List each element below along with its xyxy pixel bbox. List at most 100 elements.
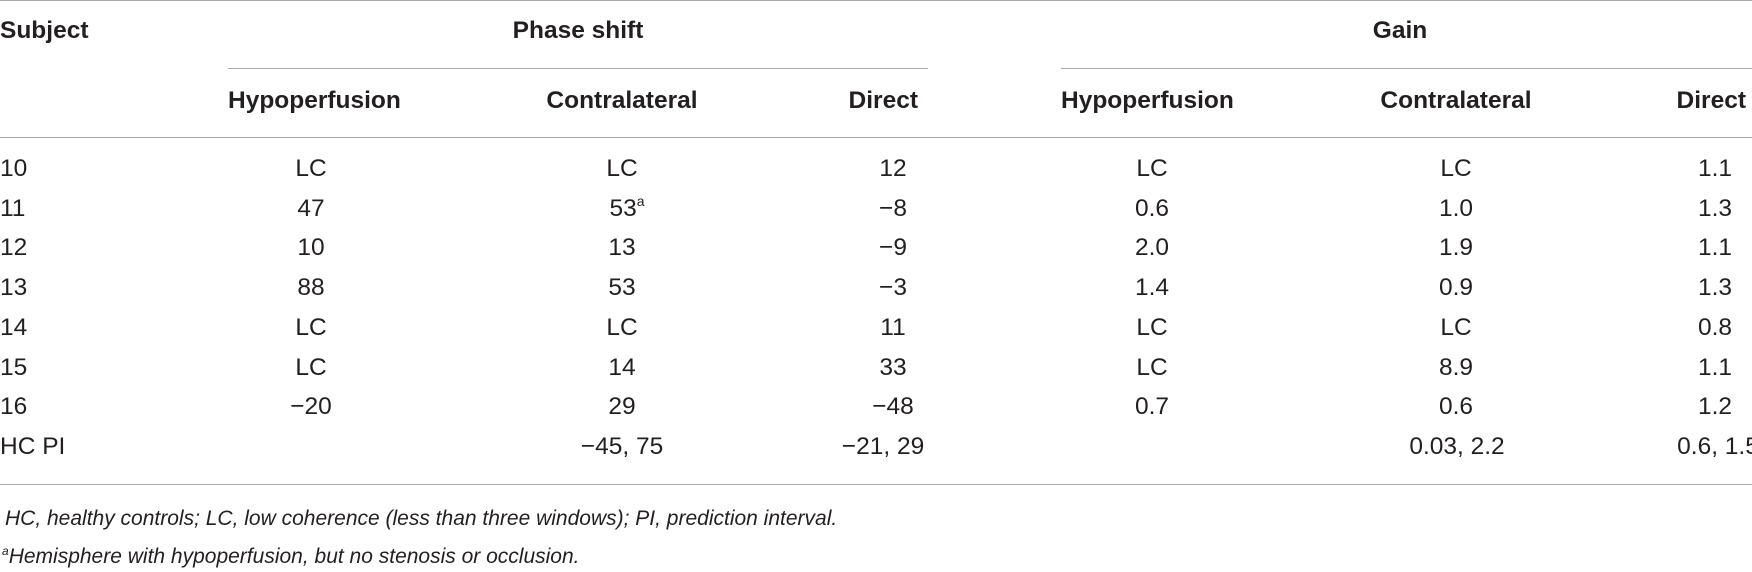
subject-cell: 14 xyxy=(0,314,28,341)
cell-phase-contralateral: 53 xyxy=(608,273,635,303)
cell-phase-hypoperfusion: LC xyxy=(295,154,326,184)
cell-gain-contralateral: LC xyxy=(1440,154,1471,184)
cell-phase-direct: 33 xyxy=(879,353,906,383)
cell-gain-contralateral: LC xyxy=(1440,313,1471,343)
cell-gain-contralateral: 8.9 xyxy=(1439,353,1473,383)
subject-cell: 13 xyxy=(0,274,28,301)
col-header-phase-contralateral: Contralateral xyxy=(546,87,698,114)
cell-phase-contralateral: 53a xyxy=(609,193,645,226)
cell-value: −45, 75 xyxy=(580,433,664,460)
col-header-phase-direct: Direct xyxy=(848,87,918,114)
cell-gain-contralateral: 1.9 xyxy=(1439,233,1473,263)
cell-phase-direct: 12 xyxy=(879,154,906,184)
cell-value: 1.2 xyxy=(1697,393,1733,420)
cell-value: 1.9 xyxy=(1438,234,1474,261)
cell-phase-direct: −21, 29 xyxy=(842,432,924,462)
table-top-rule xyxy=(0,0,1752,1)
cell-value: LC xyxy=(1136,314,1168,341)
cell-value: 47 xyxy=(297,195,325,222)
cell-phase-hypoperfusion: LC xyxy=(295,353,326,383)
cell-gain-hypoperfusion: 2.0 xyxy=(1135,233,1169,263)
cell-value: −8 xyxy=(879,195,907,222)
cell-phase-contralateral: 13 xyxy=(608,233,635,263)
cell-value: 13 xyxy=(608,234,636,261)
footnote-mark: a xyxy=(636,193,645,209)
cell-gain-hypoperfusion: LC xyxy=(1136,313,1167,343)
cell-gain-hypoperfusion: 0.6 xyxy=(1135,194,1169,224)
cell-gain-direct: 1.1 xyxy=(1698,353,1732,383)
cell-value: 0.6 xyxy=(1438,393,1474,420)
cell-gain-direct: 1.2 xyxy=(1698,392,1732,422)
cell-value: −9 xyxy=(879,234,907,261)
gain-rule xyxy=(1061,68,1752,69)
cell-value: −48 xyxy=(872,393,914,420)
header-bottom-rule xyxy=(0,137,1752,138)
cell-value: 0.6, 1.5 xyxy=(1677,433,1752,460)
cell-value: LC xyxy=(606,155,638,182)
cell-phase-direct: −48 xyxy=(872,392,914,422)
phase-shift-rule xyxy=(228,68,928,69)
footnote-a: aHemisphere with hypoperfusion, but no s… xyxy=(2,544,580,572)
cell-value: 1.1 xyxy=(1697,155,1733,182)
cell-value: 2.0 xyxy=(1134,234,1170,261)
cell-value: 0.8 xyxy=(1697,314,1733,341)
cell-value: 1.3 xyxy=(1697,195,1733,222)
cell-gain-direct: 1.3 xyxy=(1698,194,1732,224)
cell-value: 0.6 xyxy=(1134,195,1170,222)
gain-header: Gain xyxy=(1372,17,1428,44)
cell-value: LC xyxy=(606,314,638,341)
cell-value: 53 xyxy=(608,274,636,301)
cell-phase-hypoperfusion: 47 xyxy=(297,194,324,224)
cell-phase-hypoperfusion: LC xyxy=(295,313,326,343)
cell-value: 0.7 xyxy=(1134,393,1170,420)
cell-value: 1.0 xyxy=(1438,195,1474,222)
subject-cell: 11 xyxy=(0,195,26,222)
cell-gain-hypoperfusion: 1.4 xyxy=(1135,273,1169,303)
cell-gain-contralateral: 0.9 xyxy=(1439,273,1473,303)
cell-gain-direct: 1.1 xyxy=(1698,154,1732,184)
cell-value: 33 xyxy=(879,354,907,381)
table-bottom-rule xyxy=(0,484,1752,485)
subject-header: Subject xyxy=(0,17,89,44)
footnote-a-mark: a xyxy=(2,544,9,558)
cell-value: −3 xyxy=(879,274,907,301)
cell-value: LC xyxy=(1136,354,1168,381)
cell-phase-direct: −8 xyxy=(879,194,907,224)
cell-phase-hypoperfusion: 88 xyxy=(297,273,324,303)
cell-gain-contralateral: 1.0 xyxy=(1439,194,1473,224)
cell-value: −21, 29 xyxy=(841,433,925,460)
cell-value: 12 xyxy=(879,155,907,182)
cell-gain-direct: 1.1 xyxy=(1698,233,1732,263)
cell-value: 11 xyxy=(880,314,906,341)
col-header-gain-direct: Direct xyxy=(1676,87,1746,114)
cell-value: LC xyxy=(295,155,327,182)
cell-gain-hypoperfusion: LC xyxy=(1136,353,1167,383)
cell-gain-direct: 0.6, 1.5 xyxy=(1677,432,1752,462)
cell-phase-contralateral: −45, 75 xyxy=(581,432,663,462)
cell-phase-contralateral: 29 xyxy=(608,392,635,422)
cell-value: LC xyxy=(295,354,327,381)
cell-value: −20 xyxy=(290,393,332,420)
cell-phase-direct: −3 xyxy=(879,273,907,303)
subject-cell: 10 xyxy=(0,155,28,182)
footnote-abbreviations: HC, healthy controls; LC, low coherence … xyxy=(5,507,838,530)
cell-phase-contralateral: 14 xyxy=(608,353,635,383)
footnote-a-text: Hemisphere with hypoperfusion, but no st… xyxy=(8,545,580,568)
cell-phase-hypoperfusion: −20 xyxy=(290,392,332,422)
cell-gain-hypoperfusion: LC xyxy=(1136,154,1167,184)
cell-phase-direct: −9 xyxy=(879,233,907,263)
subject-cell: HC PI xyxy=(0,433,66,460)
cell-gain-direct: 1.3 xyxy=(1698,273,1732,303)
cell-phase-direct: 11 xyxy=(880,313,905,343)
cell-value: 0.03, 2.2 xyxy=(1409,433,1505,460)
cell-phase-contralateral: LC xyxy=(606,313,637,343)
cell-value: 0.9 xyxy=(1438,274,1474,301)
cell-gain-hypoperfusion: 0.7 xyxy=(1135,392,1169,422)
cell-value: 14 xyxy=(608,354,636,381)
cell-gain-direct: 0.8 xyxy=(1698,313,1732,343)
phase-shift-header: Phase shift xyxy=(512,17,644,44)
cell-value: LC xyxy=(295,314,327,341)
col-header-gain-contralateral: Contralateral xyxy=(1380,87,1532,114)
cell-value: LC xyxy=(1440,314,1472,341)
cell-value: LC xyxy=(1136,155,1168,182)
